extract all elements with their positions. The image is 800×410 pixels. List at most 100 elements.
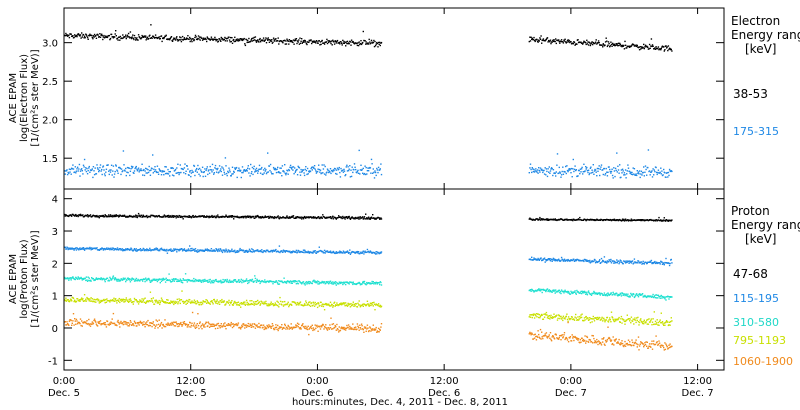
data-point [88, 318, 90, 321]
data-point [112, 312, 115, 315]
data-point [639, 219, 641, 221]
data-point [259, 303, 262, 305]
data-point [543, 258, 545, 260]
data-point [275, 248, 277, 251]
data-point [261, 216, 263, 218]
data-point [368, 218, 370, 220]
data-point [108, 214, 110, 216]
data-point [247, 304, 249, 306]
data-point [72, 164, 74, 166]
data-point [227, 251, 229, 253]
data-point [222, 167, 224, 169]
data-point [662, 262, 664, 264]
data-point [604, 41, 607, 43]
data-point [589, 172, 591, 174]
series-310-580 [64, 273, 673, 301]
data-point [660, 173, 662, 175]
data-point [547, 218, 549, 220]
data-point [110, 215, 113, 218]
data-point [380, 251, 383, 253]
data-point [126, 171, 128, 173]
data-point [661, 263, 664, 265]
data-point [346, 304, 348, 306]
data-point [566, 218, 568, 220]
data-point [541, 288, 543, 291]
data-point [362, 251, 364, 253]
data-point [548, 289, 550, 291]
data-point [219, 170, 221, 172]
data-point [550, 316, 553, 319]
data-point [217, 172, 220, 174]
data-point [608, 42, 610, 45]
data-point [71, 324, 73, 326]
data-point [86, 215, 88, 217]
data-point [363, 280, 366, 283]
data-point [180, 323, 183, 326]
data-point [647, 46, 649, 48]
data-point [315, 281, 317, 284]
data-point [304, 168, 306, 171]
data-point [306, 283, 308, 285]
data-point [630, 316, 633, 318]
data-point [126, 248, 129, 250]
data-point [667, 321, 669, 323]
data-point [220, 170, 222, 173]
data-point [587, 260, 590, 262]
data-point [357, 218, 360, 220]
data-point [101, 173, 103, 176]
data-point [108, 280, 110, 282]
data-point [145, 277, 147, 279]
data-point [120, 320, 122, 323]
data-point [344, 252, 346, 254]
data-point [206, 302, 208, 304]
data-point [145, 279, 147, 281]
data-point [65, 324, 68, 326]
data-point [125, 322, 127, 324]
data-point [329, 216, 332, 218]
data-point [237, 301, 240, 303]
data-point [201, 279, 204, 281]
data-point [311, 166, 313, 169]
data-point [292, 250, 295, 252]
data-point [189, 40, 191, 43]
data-point [144, 326, 146, 328]
data-point [552, 40, 555, 43]
data-point [646, 323, 648, 325]
data-point [263, 281, 265, 283]
data-point [137, 39, 139, 41]
data-point [572, 158, 574, 161]
data-point [550, 168, 552, 170]
data-point [154, 169, 157, 171]
data-point [646, 319, 648, 321]
data-point [200, 281, 203, 283]
data-point [176, 38, 178, 41]
data-point [591, 41, 593, 43]
data-point [559, 291, 561, 294]
data-point [306, 251, 309, 254]
data-point [267, 303, 269, 305]
electron-panel: 1.52.02.53.0 ACE EPAM log(Electron Flux)… [8, 7, 800, 190]
data-point [644, 294, 646, 297]
data-point [558, 315, 560, 317]
data-point [532, 258, 535, 261]
data-point [291, 40, 293, 42]
data-point [248, 250, 250, 253]
data-point [658, 320, 661, 323]
data-point [171, 215, 174, 217]
data-point [566, 260, 569, 262]
data-point [613, 262, 615, 264]
data-point [167, 214, 170, 217]
data-point [133, 301, 135, 303]
data-point [272, 249, 275, 251]
data-point [66, 173, 69, 176]
data-point [222, 278, 224, 281]
data-point [135, 277, 137, 280]
data-point [570, 290, 572, 293]
data-point [631, 173, 634, 176]
data-point [88, 324, 90, 326]
data-point [535, 315, 537, 317]
data-point [137, 321, 140, 324]
data-point [246, 301, 248, 304]
data-point [621, 44, 624, 47]
data-point [227, 280, 229, 282]
